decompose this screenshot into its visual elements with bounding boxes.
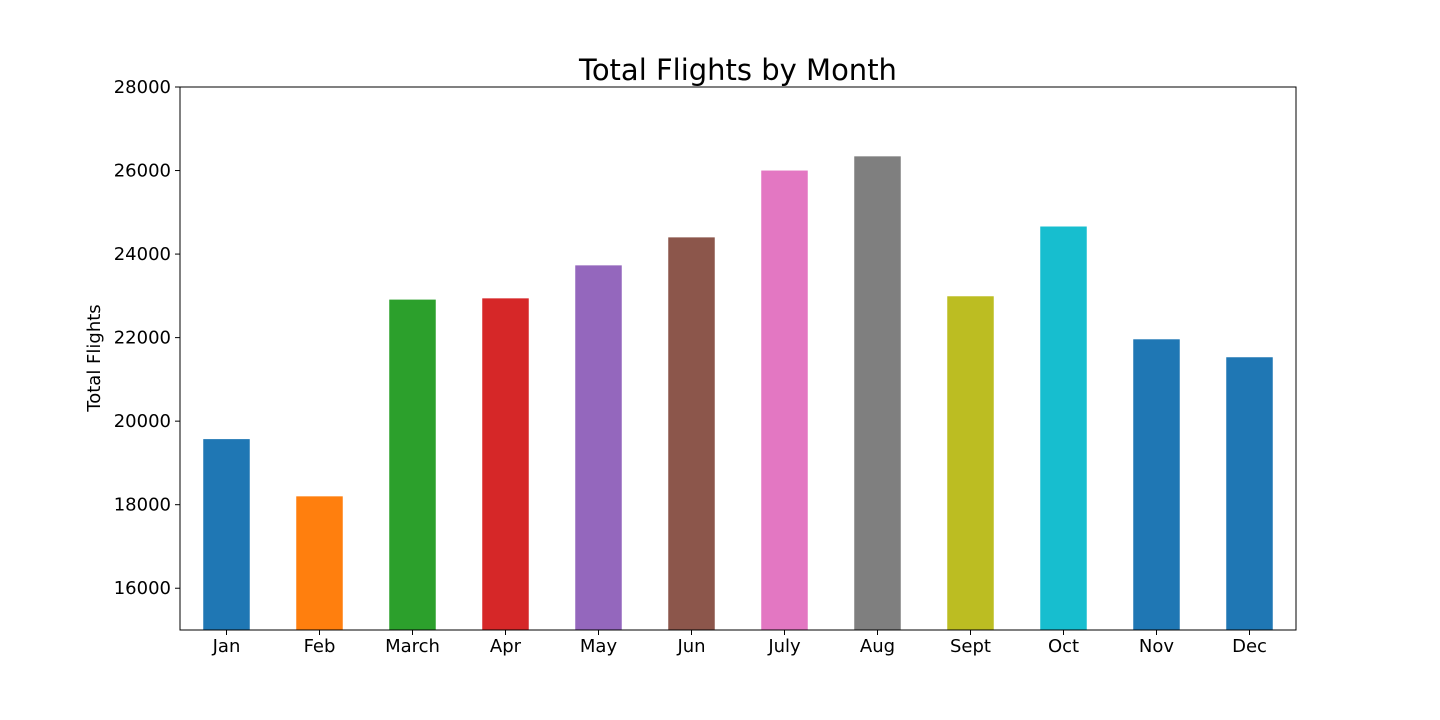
x-axis-ticks: Jan Feb March Apr May Jun July Aug Sept Oct Nov Dec bbox=[212, 630, 1267, 657]
x-tick-label: Feb bbox=[304, 636, 336, 657]
bar-apr bbox=[482, 298, 529, 630]
x-tick-label: July bbox=[767, 636, 801, 657]
x-tick-label: March bbox=[385, 636, 440, 657]
bar-may bbox=[575, 265, 622, 630]
bar-sept bbox=[947, 296, 994, 630]
x-tick-label: Oct bbox=[1048, 636, 1079, 657]
x-tick-label: Jan bbox=[212, 636, 241, 657]
bar-jun bbox=[668, 237, 715, 630]
bar-jan bbox=[203, 439, 250, 630]
bar-nov bbox=[1133, 339, 1180, 630]
plot-frame bbox=[179, 86, 1297, 631]
chart-title: Total Flights by Month bbox=[578, 53, 897, 87]
x-tick-label: Jun bbox=[676, 636, 705, 657]
y-tick-label: 16000 bbox=[114, 578, 171, 599]
y-axis-label: Total Flights bbox=[84, 304, 105, 412]
x-tick-label: Aug bbox=[860, 636, 895, 657]
y-tick-label: 18000 bbox=[114, 495, 171, 516]
y-tick-label: 22000 bbox=[114, 328, 171, 349]
y-tick-label: 26000 bbox=[114, 161, 171, 182]
bar-dec bbox=[1226, 357, 1273, 630]
x-tick-label: May bbox=[580, 636, 618, 657]
bar-march bbox=[389, 299, 436, 630]
y-tick-label: 28000 bbox=[114, 77, 171, 98]
bar-aug bbox=[854, 156, 901, 631]
bars-group bbox=[203, 156, 1273, 631]
bar-oct bbox=[1040, 226, 1087, 631]
x-tick-label: Apr bbox=[490, 636, 522, 657]
y-axis-ticks: 16000 18000 20000 22000 24000 26000 28000 bbox=[114, 77, 180, 599]
x-tick-label: Dec bbox=[1232, 636, 1267, 657]
x-tick-label: Nov bbox=[1139, 636, 1174, 657]
x-tick-label: Sept bbox=[950, 636, 991, 657]
bar-july bbox=[761, 170, 808, 631]
y-tick-label: 20000 bbox=[114, 411, 171, 432]
y-tick-label: 24000 bbox=[114, 244, 171, 265]
bar-feb bbox=[296, 496, 343, 630]
